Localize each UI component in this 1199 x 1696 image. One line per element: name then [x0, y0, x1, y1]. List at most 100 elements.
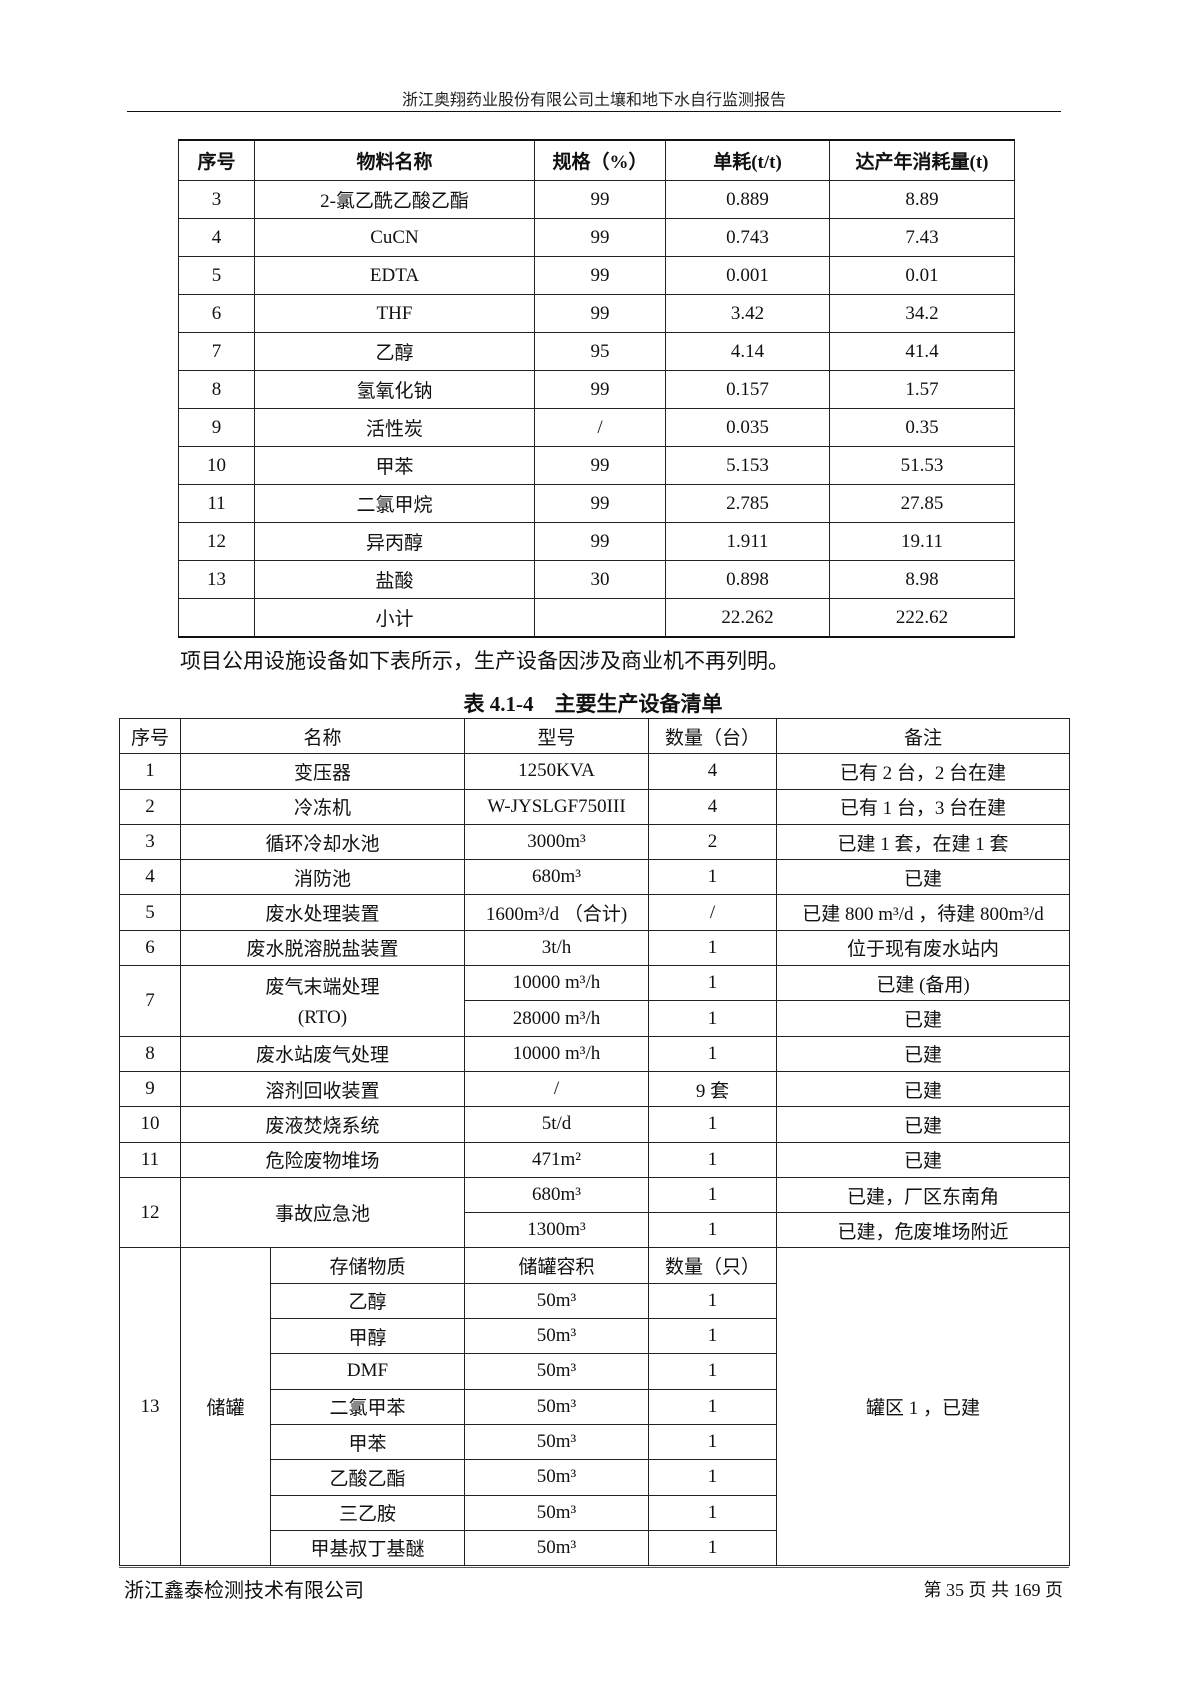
column-header: 规格（%）: [534, 139, 666, 181]
name-line: 废气末端处理: [265, 977, 380, 999]
table-cell: 1: [648, 965, 778, 1002]
equipment-table: 序号 名称 型号 数量（台） 备注 1 变压器 1250KVA 4 已有 2 台，2 台在建 2 冷冻…: [119, 717, 1071, 1567]
table-cell: 1: [119, 753, 181, 790]
table-row: 12 事故应急池 680m³ 1 已建，厂区东南角: [119, 1176, 1071, 1249]
table-cell: 19.11: [829, 522, 1015, 561]
table-cell: 2-氯乙酰乙酸乙酯: [254, 180, 535, 219]
table-cell: 51.53: [829, 446, 1015, 485]
tank-header-row: 13 储罐 存储物质 储罐容积 数量（只） 罐区 1 ，已建: [119, 1247, 1071, 1567]
table-cell: 已建 1 套，在建 1 套: [776, 823, 1071, 861]
table-cell: 50m³: [464, 1529, 650, 1567]
table-cell: 1: [648, 1282, 778, 1320]
table-cell: 已有 2 台，2 台在建: [776, 753, 1071, 790]
equipment-name: 溶剂回收装置: [179, 1070, 466, 1108]
table-cell: 9 套: [648, 1070, 778, 1108]
table-cell: EDTA: [254, 256, 535, 295]
table-row: 三乙胺 50m³ 1: [120, 1494, 1070, 1531]
table-row: DMF 50m³ 1: [120, 1353, 1070, 1390]
table-cell: 8: [119, 1035, 181, 1072]
table-cell: 二氯甲苯: [269, 1388, 466, 1425]
table-cell: 已建 (备用): [776, 965, 1071, 1002]
table-cell: 4: [119, 859, 181, 896]
table-cell: 0.743: [665, 218, 830, 257]
table-cell: 甲醇: [269, 1318, 466, 1355]
table-cell: 3000m³: [464, 823, 650, 861]
table-cell: 99: [534, 218, 666, 257]
table-cell: 50m³: [464, 1388, 650, 1425]
name-line: 溶剂回收装置: [265, 1080, 380, 1102]
table-row: 6 THF 99 3.42 34.2: [178, 294, 1015, 333]
table-cell: 8.89: [829, 180, 1015, 219]
table-row: 28000 m³/h 1 已建: [120, 1000, 1071, 1037]
name-line: 事故应急池: [275, 1204, 371, 1226]
table-cell: 已建 800 m³/d ，待建 800m³/d: [776, 894, 1071, 931]
table-row: 5 EDTA 99 0.001 0.01: [178, 256, 1015, 295]
table-cell: 0.889: [665, 180, 830, 219]
table-cell: 已建: [776, 1000, 1071, 1037]
table-cell: 1: [648, 1106, 778, 1143]
table-cell: 50m³: [464, 1459, 650, 1496]
table-cell: 活性炭: [254, 408, 535, 447]
table-cell: 1600m³/d （合计): [464, 894, 650, 931]
table-cell: 甲基叔丁基醚: [269, 1529, 466, 1567]
table-row: 10 废液焚烧系统 5t/d 1 已建: [119, 1106, 1071, 1143]
table-row: 8 废水站废气处理 10000 m³/h 1 已建: [119, 1035, 1071, 1072]
name-line: (RTO): [297, 1007, 348, 1029]
table-cell: 30: [534, 560, 666, 599]
table-cell: 11: [178, 484, 255, 523]
table-row: 2 冷冻机 W-JYSLGF750III 4 已有 1 台，3 台在建: [119, 788, 1071, 825]
table-cell: 27.85: [829, 484, 1015, 523]
table-cell: 已有 1 台，3 台在建: [776, 788, 1071, 825]
table-cell: 99: [534, 484, 666, 523]
table-cell: 1: [648, 1176, 778, 1214]
table-cell: 0.157: [665, 370, 830, 409]
name-line: 废水站废气处理: [256, 1045, 390, 1067]
table-cell: 13: [178, 560, 255, 599]
table-cell: 471m²: [464, 1141, 650, 1178]
table-row: 11 二氯甲烷 99 2.785 27.85: [178, 484, 1015, 523]
table-row: 乙醇 50m³ 1: [120, 1282, 1070, 1320]
table-cell: 99: [534, 294, 666, 333]
table-row: 7 废气末端处理 (RTO) 10000 m³/h 1 已建 (备用): [119, 965, 1071, 1037]
column-header: 数量（台）: [648, 717, 778, 755]
table-cell: 3: [119, 823, 181, 861]
table-title: 表 4.1-4 主要生产设备清单: [463, 692, 723, 716]
table-cell: /: [534, 408, 666, 447]
table-cell: 盐酸: [254, 560, 535, 599]
table-cell: 3: [178, 180, 255, 219]
table-row: 4 消防池 680m³ 1 已建: [119, 859, 1071, 896]
table-row: 8 氢氧化钠 99 0.157 1.57: [178, 370, 1015, 409]
table-cell: /: [648, 894, 778, 931]
table-cell: 41.4: [829, 332, 1015, 371]
materials-table: 序号 物料名称 规格（%） 单耗(t/t) 达产年消耗量(t) 3 2-氯乙酰乙酸乙酯 99 0…: [178, 139, 1015, 638]
footer-company: 浙江鑫泰检测技术有限公司: [124, 1580, 364, 1602]
table-cell: 1300m³: [464, 1212, 650, 1249]
table-cell: 10: [178, 446, 255, 485]
table-cell: 222.62: [829, 598, 1015, 638]
page-number: 第 35 页 共 169 页: [923, 1580, 1064, 1600]
table-cell: 4.14: [665, 332, 830, 371]
table-cell: 1: [648, 1529, 778, 1567]
table-cell: CuCN: [254, 218, 535, 257]
table-cell: 99: [534, 522, 666, 561]
table-row: 7 乙醇 95 4.14 41.4: [178, 332, 1015, 371]
table-cell: 34.2: [829, 294, 1015, 333]
table-row: 4 CuCN 99 0.743 7.43: [178, 218, 1015, 257]
table-cell: 50m³: [464, 1318, 650, 1355]
footer-divider: [119, 1567, 1069, 1568]
table-cell: 99: [534, 180, 666, 219]
table-cell: 甲苯: [254, 446, 535, 485]
table-cell: THF: [254, 294, 535, 333]
table-cell: 680m³: [464, 859, 650, 896]
table-cell: 5: [178, 256, 255, 295]
name-line: 循环冷却水池: [265, 833, 380, 855]
table-cell: 2: [119, 788, 181, 825]
table-cell: 氢氧化钠: [254, 370, 535, 409]
table-cell: 5t/d: [464, 1106, 650, 1143]
table-cell: 99: [534, 370, 666, 409]
equipment-name: 消防池: [179, 859, 466, 896]
header-row: 序号 物料名称 规格（%） 单耗(t/t) 达产年消耗量(t): [178, 139, 1015, 181]
table-cell: 12: [178, 522, 255, 561]
name-line: 危险废物堆场: [265, 1151, 380, 1173]
table-cell: 1: [648, 1353, 778, 1390]
